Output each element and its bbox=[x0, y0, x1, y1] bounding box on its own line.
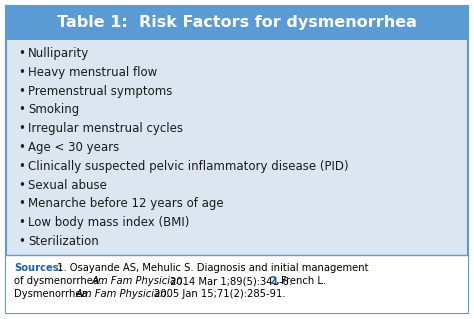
Text: Sexual abuse: Sexual abuse bbox=[28, 179, 107, 192]
Text: Menarche before 12 years of age: Menarche before 12 years of age bbox=[28, 197, 224, 211]
Text: •: • bbox=[18, 66, 25, 79]
Text: Nulliparity: Nulliparity bbox=[28, 47, 89, 60]
Text: Sterilization: Sterilization bbox=[28, 235, 99, 248]
Text: Smoking: Smoking bbox=[28, 103, 79, 116]
Text: Irregular menstrual cycles: Irregular menstrual cycles bbox=[28, 122, 183, 135]
Text: French L.: French L. bbox=[281, 276, 326, 286]
Text: •: • bbox=[18, 179, 25, 192]
Text: Am Fam Physician.: Am Fam Physician. bbox=[92, 276, 187, 286]
Text: 2005 Jan 15;71(2):285-91.: 2005 Jan 15;71(2):285-91. bbox=[154, 289, 286, 299]
Text: •: • bbox=[18, 235, 25, 248]
Text: •: • bbox=[18, 122, 25, 135]
Text: •: • bbox=[18, 103, 25, 116]
Text: of dysmenorrhea.: of dysmenorrhea. bbox=[14, 276, 102, 286]
Text: •: • bbox=[18, 141, 25, 154]
Text: •: • bbox=[18, 85, 25, 98]
Text: Premenstrual symptoms: Premenstrual symptoms bbox=[28, 85, 173, 98]
Text: Am Fam Physician.: Am Fam Physician. bbox=[76, 289, 171, 299]
Text: Clinically suspected pelvic inflammatory disease (PID): Clinically suspected pelvic inflammatory… bbox=[28, 160, 348, 173]
Text: Low body mass index (BMI): Low body mass index (BMI) bbox=[28, 216, 190, 229]
Text: •: • bbox=[18, 47, 25, 60]
Text: 1. Osayande AS, Mehulic S. Diagnosis and initial management: 1. Osayande AS, Mehulic S. Diagnosis and… bbox=[57, 263, 368, 273]
Bar bbox=[6, 255, 468, 313]
Text: •: • bbox=[18, 160, 25, 173]
Text: Heavy menstrual flow: Heavy menstrual flow bbox=[28, 66, 157, 79]
Text: Dysmenorrhea.: Dysmenorrhea. bbox=[14, 289, 91, 299]
Text: Sources:: Sources: bbox=[14, 263, 63, 273]
Text: •: • bbox=[18, 197, 25, 211]
Text: 2.: 2. bbox=[269, 276, 280, 286]
Text: Table 1:  Risk Factors for dysmenorrhea: Table 1: Risk Factors for dysmenorrhea bbox=[57, 16, 417, 31]
Text: •: • bbox=[18, 216, 25, 229]
Text: 2014 Mar 1;89(5):341-6.: 2014 Mar 1;89(5):341-6. bbox=[170, 276, 292, 286]
Bar bbox=[6, 6, 468, 40]
Text: Age < 30 years: Age < 30 years bbox=[28, 141, 119, 154]
